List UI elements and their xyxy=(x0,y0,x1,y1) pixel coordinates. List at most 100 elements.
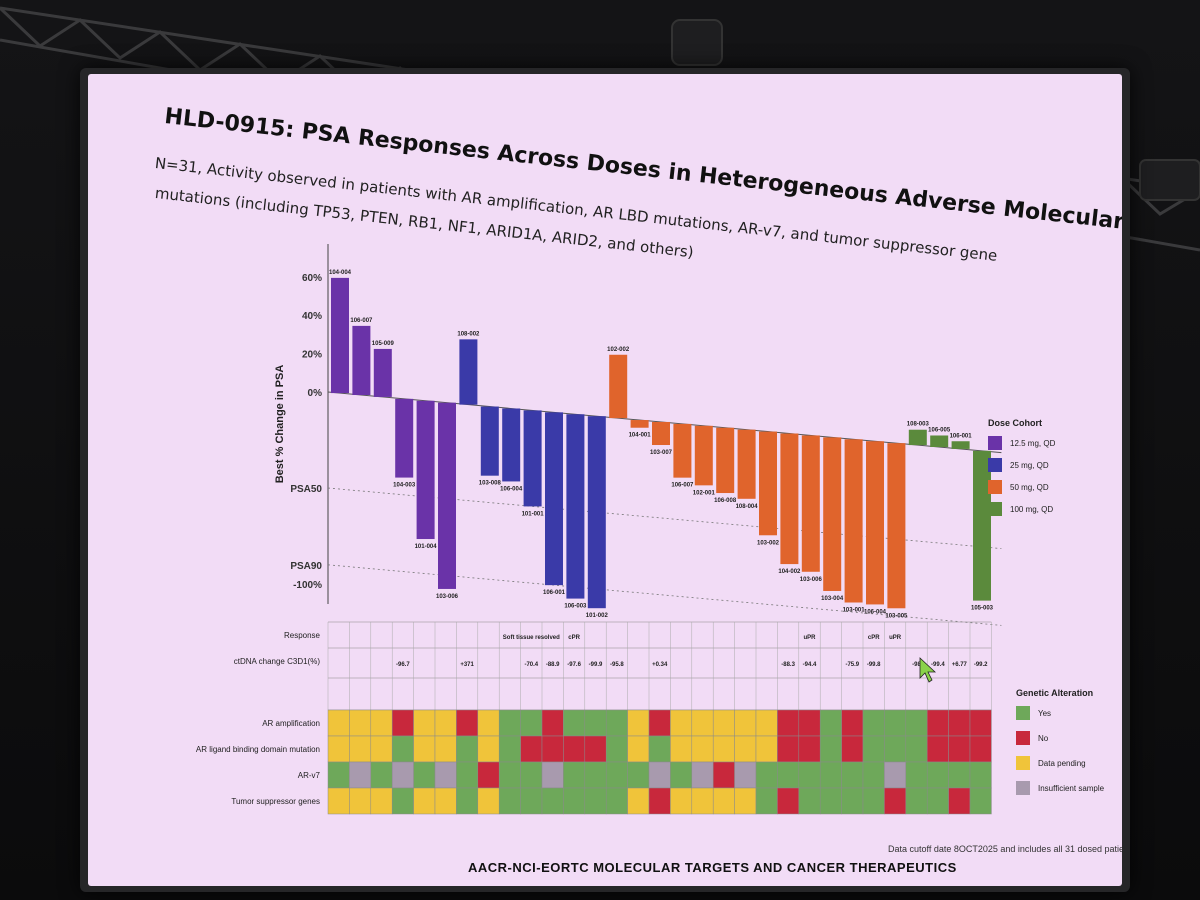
alteration-legend-swatch xyxy=(1016,781,1030,795)
psa-bar xyxy=(416,400,435,540)
bar-id-label: 106-008 xyxy=(714,498,737,504)
heatmap-cell xyxy=(370,709,393,737)
psa-bar xyxy=(973,450,991,601)
bar-id-label: 106-004 xyxy=(500,486,523,492)
heatmap-cell xyxy=(969,709,992,737)
heatmap-cell xyxy=(391,787,414,815)
heatmap-cell xyxy=(584,787,607,815)
psa-bar xyxy=(545,412,563,586)
psa-bar xyxy=(609,354,628,419)
ctdna-value: -88.3 xyxy=(781,662,795,668)
y-tick-label: 60% xyxy=(302,273,322,284)
heatmap-cell xyxy=(755,761,778,789)
heatmap-cell xyxy=(969,735,992,763)
y-axis-label: Best % Change in PSA xyxy=(274,365,286,484)
heatmap-cell xyxy=(627,709,650,737)
psa-bar xyxy=(331,277,349,394)
heatmap-cell xyxy=(584,709,607,737)
heatmap-cell xyxy=(884,709,907,737)
ctdna-value: -97.6 xyxy=(567,662,581,668)
heatmap-cell xyxy=(370,761,393,789)
heatmap-cell xyxy=(841,787,864,815)
dose-legend-swatch xyxy=(988,436,1002,450)
bar-id-label: 103-008 xyxy=(479,481,502,487)
alteration-legend-label: No xyxy=(1038,734,1049,743)
y-tick-label: 20% xyxy=(302,350,322,361)
bar-id-label: 103-004 xyxy=(821,596,844,602)
heatmap-cell xyxy=(734,787,757,815)
bar-id-label: 106-005 xyxy=(928,427,951,433)
heatmap-cell xyxy=(605,709,628,737)
heatmap-cell xyxy=(477,709,500,737)
bar-id-label: 102-002 xyxy=(607,347,630,353)
psa-bar xyxy=(502,408,521,482)
heatmap-cell xyxy=(563,709,586,737)
alteration-legend-label: Yes xyxy=(1038,709,1051,718)
heatmap-cell xyxy=(712,761,735,789)
heatmap-cell xyxy=(434,787,457,815)
psa-bar xyxy=(780,433,799,565)
heatmap-cell xyxy=(862,787,885,815)
heatmap-cell xyxy=(520,761,543,789)
heatmap-cell xyxy=(670,787,693,815)
psa-bar xyxy=(951,441,970,449)
dose-legend-swatch xyxy=(988,502,1002,516)
psa-bar xyxy=(694,425,713,486)
heatmap-cell xyxy=(456,761,479,789)
ctdna-value: -99.2 xyxy=(974,662,988,668)
response-row-label: Response xyxy=(284,631,321,640)
heatmap-cell xyxy=(541,761,564,789)
heatmap-cell xyxy=(712,709,735,737)
psa-bar xyxy=(866,441,884,605)
bar-id-label: 103-005 xyxy=(885,613,908,619)
psa-bar xyxy=(716,427,735,494)
dose-legend-label: 100 mg, QD xyxy=(1010,505,1053,514)
heatmap-cell xyxy=(777,761,800,789)
bar-id-label: 108-004 xyxy=(736,504,759,510)
data-cutoff-footnote: Data cutoff date 8OCT2025 and includes a… xyxy=(888,844,1122,854)
heatmap-cell xyxy=(798,787,821,815)
heatmap-cell xyxy=(905,787,928,815)
heatmap-cell xyxy=(691,761,714,789)
ctdna-value: +0.34 xyxy=(652,662,668,668)
heatmap-cell xyxy=(948,761,971,789)
heatmap-cell xyxy=(884,735,907,763)
y-tick-label: PSA50 xyxy=(290,484,322,495)
bar-id-label: 101-001 xyxy=(522,511,545,517)
ctdna-value: +6.77 xyxy=(952,662,968,668)
alteration-legend-swatch xyxy=(1016,756,1030,770)
heatmap-cell xyxy=(413,709,436,737)
heatmap-cell xyxy=(841,735,864,763)
heatmap-cell xyxy=(456,735,479,763)
heatmap-cell xyxy=(605,761,628,789)
heatmap-cell xyxy=(948,709,971,737)
heatmap-cell xyxy=(456,787,479,815)
alteration-legend-label: Data pending xyxy=(1038,759,1086,768)
conference-footer: AACR-NCI-EORTC MOLECULAR TARGETS AND CAN… xyxy=(468,860,957,875)
ctdna-value: -96.7 xyxy=(396,662,410,668)
heatmap-cell xyxy=(541,709,564,737)
response-value: cPR xyxy=(868,635,880,641)
heatmap-cell xyxy=(777,787,800,815)
bar-id-label: 106-003 xyxy=(564,604,587,610)
psa-bar xyxy=(459,339,478,405)
psa-bar xyxy=(630,420,649,428)
heatmap-cell xyxy=(541,787,564,815)
dose-legend-swatch xyxy=(988,458,1002,472)
heatmap-cell xyxy=(520,787,543,815)
heatmap-cell xyxy=(413,735,436,763)
bar-id-label: 105-009 xyxy=(372,341,395,347)
dose-legend-label: 25 mg, QD xyxy=(1010,461,1049,470)
heatmap-cell xyxy=(670,761,693,789)
heatmap-cell xyxy=(755,735,778,763)
bar-id-label: 106-001 xyxy=(950,433,973,439)
bar-id-label: 106-007 xyxy=(350,318,373,324)
bar-id-label: 104-001 xyxy=(629,433,652,439)
psa-bar xyxy=(652,421,670,446)
response-value: uPR xyxy=(889,635,902,641)
heatmap-cell xyxy=(819,735,842,763)
bar-id-label: 103-006 xyxy=(436,594,459,600)
dose-legend-title: Dose Cohort xyxy=(988,418,1042,428)
bar-id-label: 106-004 xyxy=(864,609,887,615)
dose-legend-label: 50 mg, QD xyxy=(1010,483,1049,492)
